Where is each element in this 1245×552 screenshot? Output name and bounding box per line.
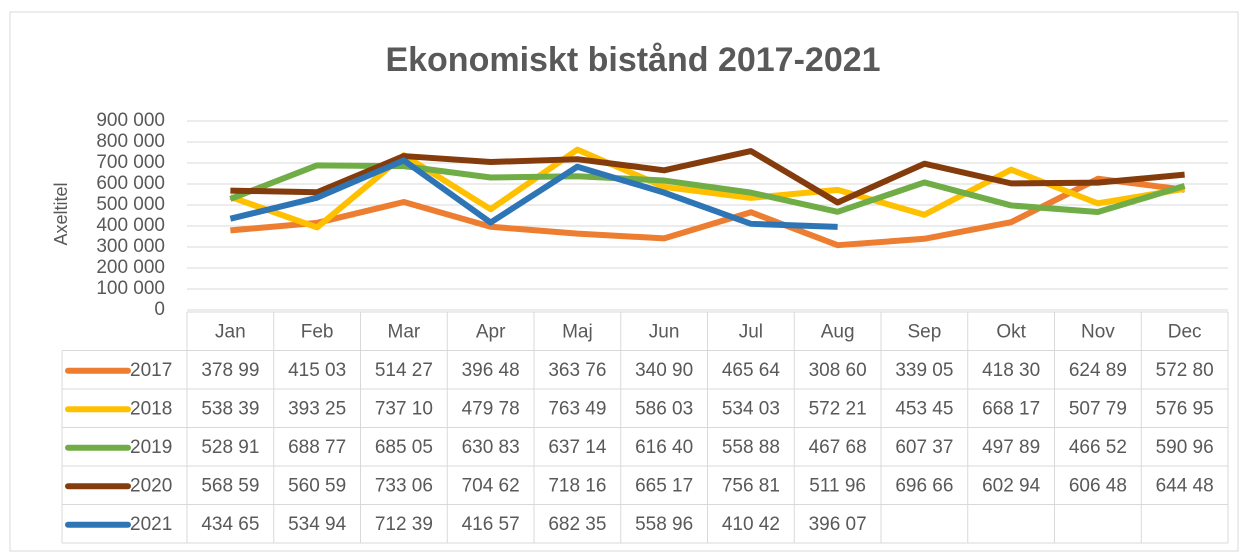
legend-label: 2020: [130, 475, 172, 496]
table-value: 558 96: [635, 514, 693, 535]
y-tick-label: 0: [154, 299, 165, 320]
table-value: 586 03: [635, 398, 693, 419]
table-value: 624 89: [1069, 360, 1127, 381]
table-value: 514 27: [375, 360, 433, 381]
table-value: 453 45: [895, 398, 953, 419]
chart-title: Ekonomiskt bistånd 2017-2021: [385, 41, 880, 79]
table-value: 665 17: [635, 475, 693, 496]
x-tick-label: Apr: [476, 321, 506, 342]
y-tick-label: 700 000: [96, 152, 165, 173]
table-value: 511 96: [809, 475, 866, 496]
x-tick-label: Sep: [907, 321, 941, 342]
table-value: 668 17: [982, 398, 1040, 419]
table-value: 467 68: [809, 437, 867, 458]
table-value: 340 90: [635, 360, 693, 381]
table-value: 572 21: [809, 398, 867, 419]
table-value: 410 42: [722, 514, 780, 535]
table-value: 685 05: [375, 437, 433, 458]
table-value: 339 05: [895, 360, 953, 381]
y-tick-label: 600 000: [96, 173, 165, 194]
table-value: 688 77: [288, 437, 346, 458]
table-value: 378 99: [201, 360, 259, 381]
table-value: 568 59: [201, 475, 259, 496]
y-tick-label: 200 000: [96, 257, 165, 278]
table-value: 737 10: [375, 398, 433, 419]
y-tick-label: 100 000: [96, 278, 165, 299]
table-value: 507 79: [1069, 398, 1127, 419]
x-tick-label: Jul: [739, 321, 763, 342]
table-value: 704 62: [462, 475, 520, 496]
table-value: 756 81: [722, 475, 780, 496]
table-value: 363 76: [548, 360, 606, 381]
legend-label: 2019: [130, 437, 172, 458]
table-value: 682 35: [548, 514, 606, 535]
x-tick-label: Nov: [1081, 321, 1115, 342]
x-tick-label: Jun: [649, 321, 680, 342]
table-value: 465 64: [722, 360, 781, 381]
table-value: 497 89: [982, 437, 1040, 458]
table-value: 416 57: [462, 514, 520, 535]
table-value: 696 66: [895, 475, 953, 496]
y-tick-label: 900 000: [96, 110, 165, 131]
table-value: 434 65: [201, 514, 259, 535]
x-tick-label: Maj: [562, 321, 593, 342]
table-value: 479 78: [462, 398, 520, 419]
table-value: 393 25: [288, 398, 346, 419]
y-tick-label: 500 000: [96, 194, 165, 215]
table-value: 538 39: [201, 398, 259, 419]
chart-border: [9, 11, 1239, 552]
table-value: 606 48: [1069, 475, 1127, 496]
table-value: 558 88: [722, 437, 780, 458]
table-value: 590 96: [1156, 437, 1214, 458]
table-value: 534 94: [288, 514, 347, 535]
series-line: [229, 157, 838, 230]
legend-label: 2017: [130, 360, 172, 381]
x-tick-label: Jan: [215, 321, 246, 342]
y-tick-label: 400 000: [96, 215, 165, 236]
table-value: 718 16: [548, 475, 606, 496]
series-line: [230, 148, 1185, 206]
legend-label: 2018: [130, 398, 172, 419]
table-value: 616 40: [635, 437, 693, 458]
table-value: 534 03: [722, 398, 780, 419]
table-value: 602 94: [982, 475, 1041, 496]
table-value: 418 30: [982, 360, 1040, 381]
table-value: 560 59: [288, 475, 346, 496]
table-value: 396 48: [462, 360, 520, 381]
table-value: 576 95: [1156, 398, 1214, 419]
table-value: 644 48: [1156, 475, 1214, 496]
table-value: 528 91: [201, 437, 259, 458]
x-tick-label: Dec: [1168, 321, 1202, 342]
legend-label: 2021: [130, 514, 172, 535]
series-line: [230, 175, 1186, 249]
table-value: 733 06: [375, 475, 433, 496]
y-tick-label: 300 000: [96, 236, 165, 257]
table-value: 712 39: [375, 514, 433, 535]
table-value: 630 83: [462, 437, 520, 458]
table-value: 637 14: [548, 437, 607, 458]
x-tick-label: Feb: [301, 321, 334, 342]
table-value: 466 52: [1069, 437, 1127, 458]
x-tick-label: Okt: [996, 321, 1026, 342]
table-value: 607 37: [895, 437, 953, 458]
y-tick-label: 800 000: [96, 131, 165, 152]
table-value: 415 03: [288, 360, 346, 381]
table-value: 572 80: [1156, 360, 1214, 381]
table-value: 396 07: [809, 514, 867, 535]
x-tick-label: Aug: [821, 321, 855, 342]
table-value: 308 60: [809, 360, 867, 381]
x-tick-label: Mar: [388, 321, 421, 342]
y-axis-title: Axeltitel: [51, 182, 71, 245]
table-value: 763 49: [548, 398, 606, 419]
